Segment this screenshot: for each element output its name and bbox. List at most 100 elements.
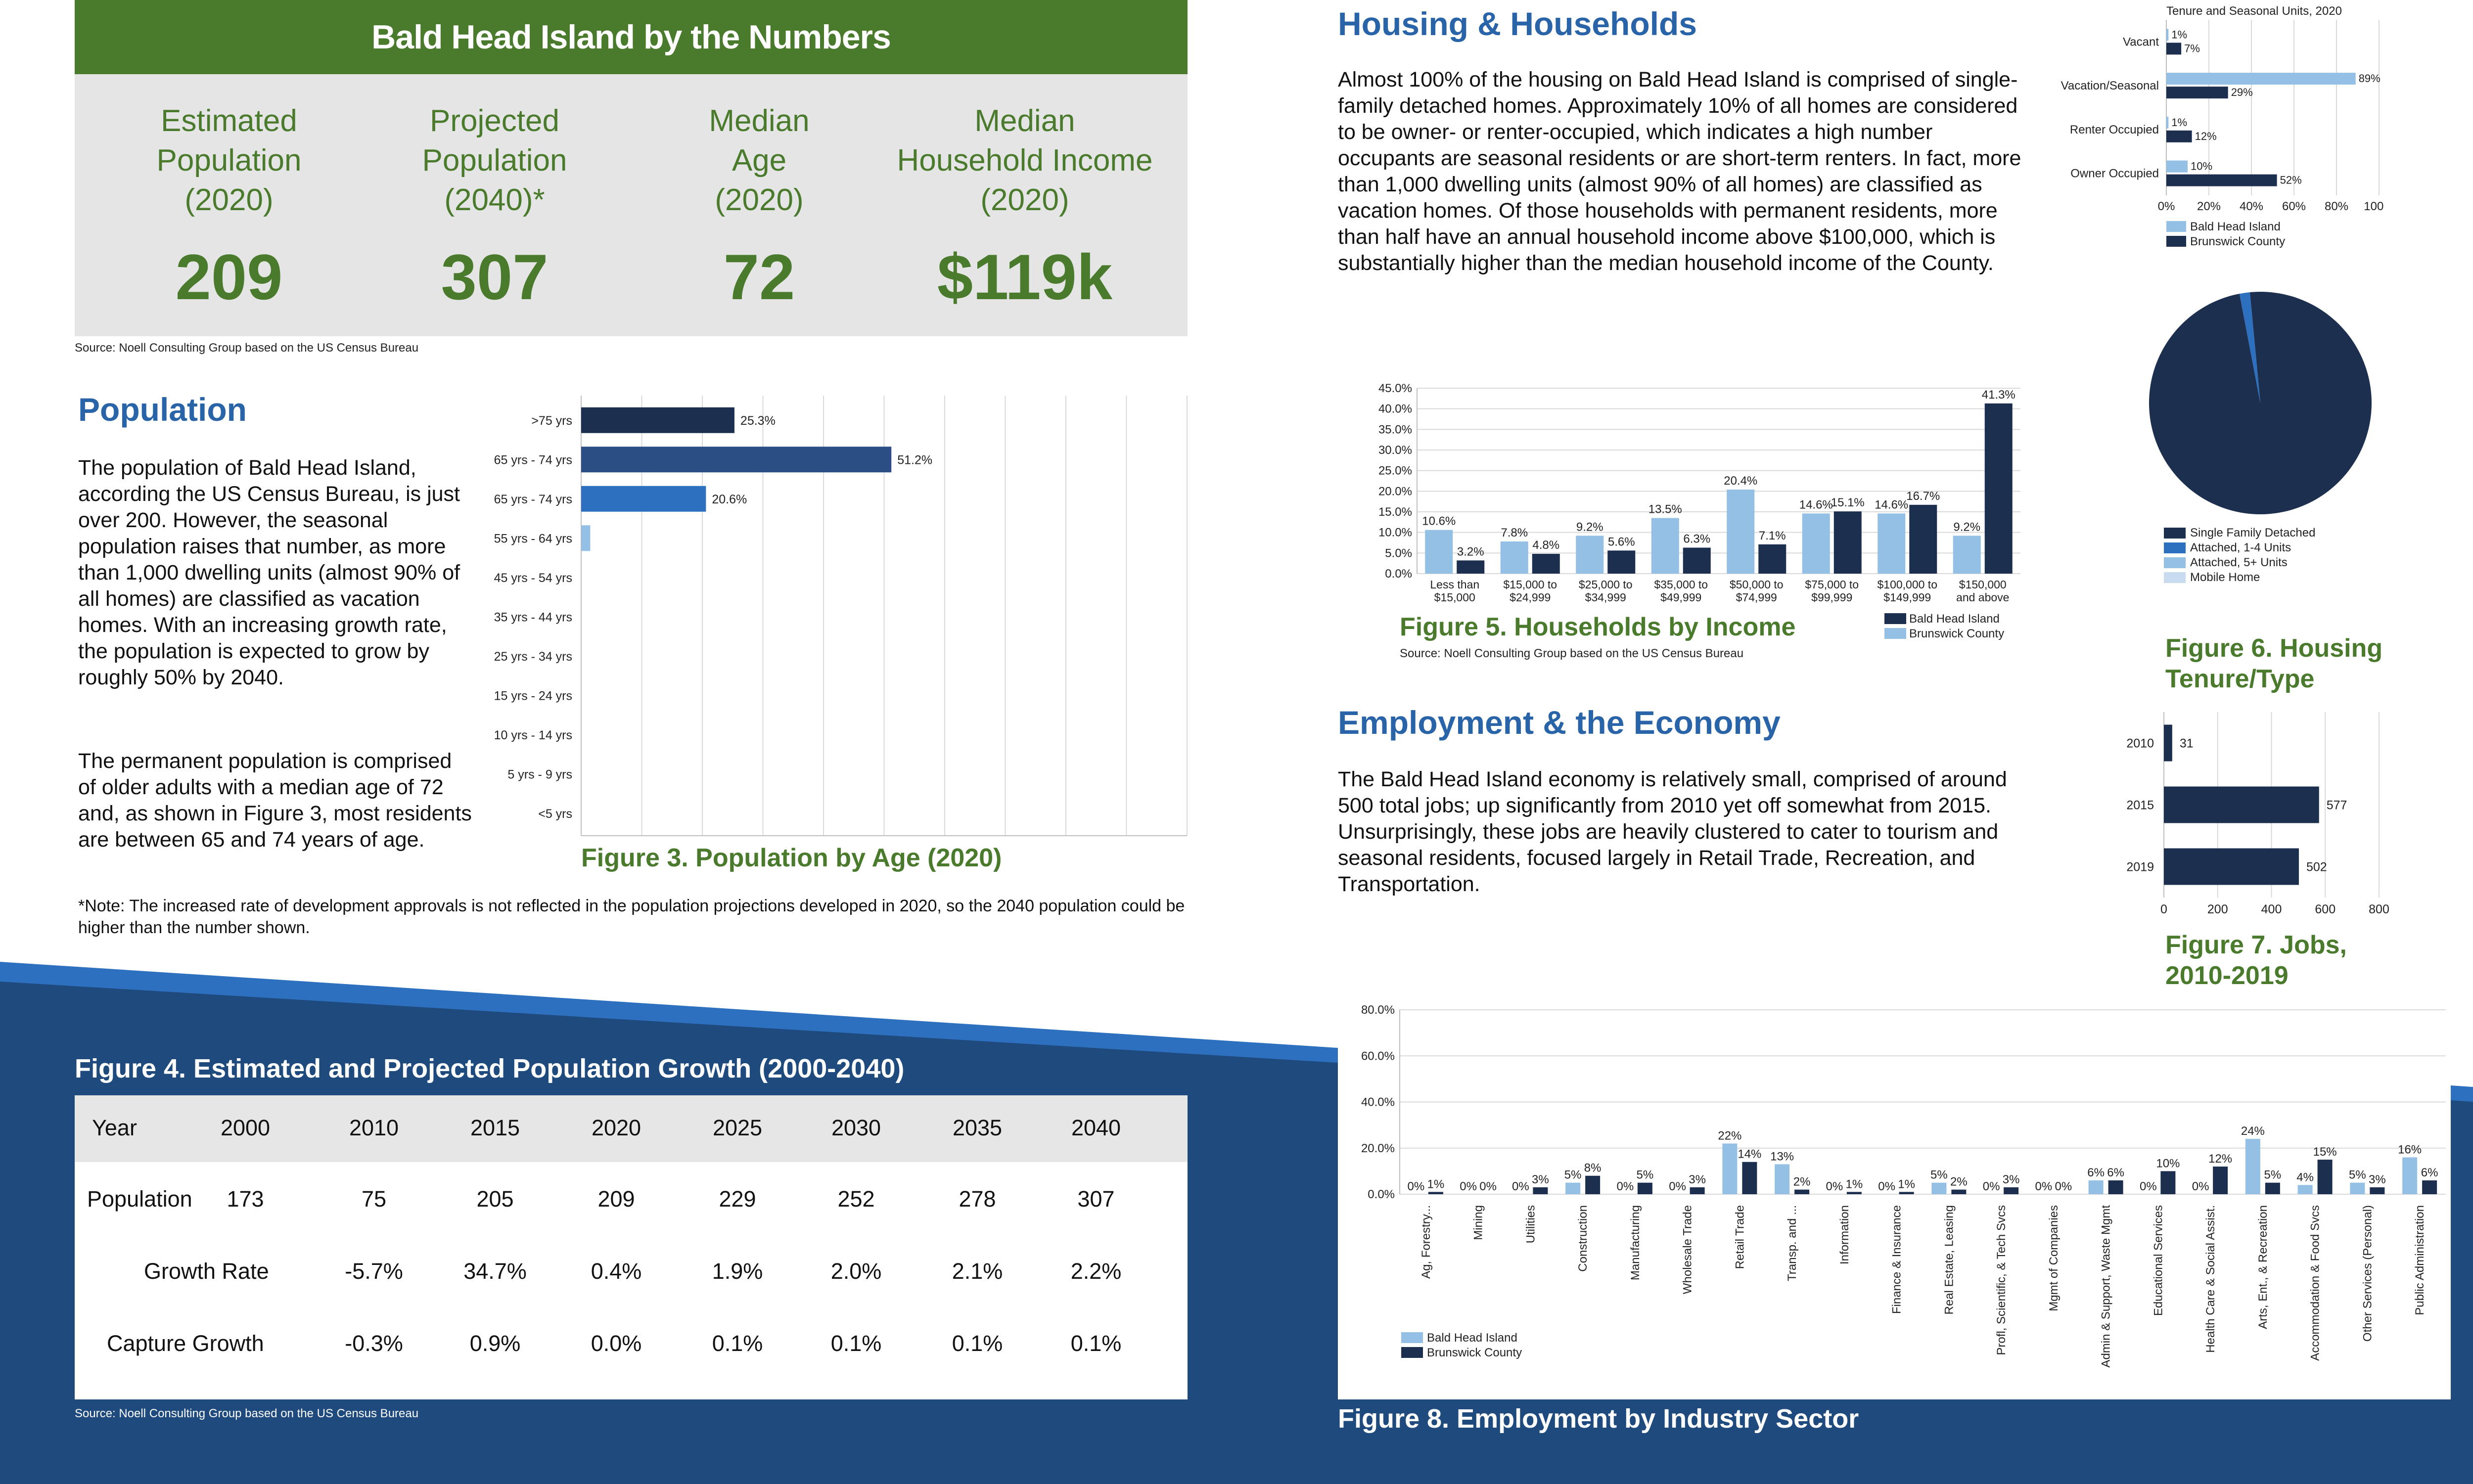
bar xyxy=(1683,547,1711,574)
bar xyxy=(1500,541,1528,574)
bar xyxy=(1878,513,1906,574)
legend-label: Brunswick County xyxy=(1909,627,2004,640)
data-label: 1% xyxy=(1846,1177,1863,1191)
data-label: 4.8% xyxy=(1532,539,1559,552)
legend-swatch xyxy=(1401,1332,1423,1343)
table-header-cell: 2035 xyxy=(952,1115,1003,1140)
category-label: $15,000 xyxy=(1434,591,1475,604)
category-label: Arts, Ent., & Recreation xyxy=(2256,1205,2270,1329)
kpi-projected-population: Projected Population (2040)* xyxy=(361,101,628,220)
fig7-chart: 0 200 400 600 800 2010 31 2015 577 2019 502 xyxy=(2087,707,2404,927)
bar xyxy=(1722,1143,1738,1194)
header-title: Bald Head Island by the Numbers xyxy=(371,18,891,56)
category-label: Real Estate, Leasing xyxy=(1942,1205,1956,1314)
bar xyxy=(2422,1180,2437,1194)
bar xyxy=(2166,130,2192,142)
table-header-cell: 2000 xyxy=(220,1115,271,1140)
bar xyxy=(2370,1187,2385,1194)
kpi-estimated-population: Estimated Population (2020) xyxy=(95,101,363,220)
data-label: 0% xyxy=(1408,1180,1425,1193)
data-label: 2% xyxy=(1793,1175,1811,1189)
data-label: 0% xyxy=(1460,1180,1477,1193)
x-tick-label: 0% xyxy=(2158,200,2175,213)
x-tick-label: 600 xyxy=(2315,902,2336,916)
y-tick-label: 35.0% xyxy=(1378,423,1412,436)
data-label: 22% xyxy=(1718,1129,1741,1142)
bar xyxy=(1909,504,1937,574)
kpi-value: 209 xyxy=(175,241,283,313)
bar xyxy=(2088,1180,2104,1194)
fig3-title: Figure 3. Population by Age (2020) xyxy=(581,844,1002,872)
population-paragraph-1: The population of Bald Head Island, acco… xyxy=(78,456,460,689)
category-label: Vacant xyxy=(2123,35,2159,48)
tenure-title: Tenure and Seasonal Units, 2020 xyxy=(2166,4,2342,18)
population-note: *Note: The increased rate of development… xyxy=(78,897,1185,937)
data-label: 5% xyxy=(1564,1169,1582,1182)
y-tick-label: 60.0% xyxy=(1361,1049,1395,1063)
category-label: $50,000 to xyxy=(1730,578,1784,591)
data-label: 10% xyxy=(2191,160,2212,173)
bar xyxy=(1533,1187,1548,1194)
fig3-chart: >75 yrs 25.3% 65 yrs - 74 yrs 51.2% 65 yrs -… xyxy=(470,391,1192,843)
category-label: $150,000 xyxy=(1959,578,2007,591)
data-label: 13.5% xyxy=(1649,503,1682,516)
category-label: $15,000 to xyxy=(1503,578,1557,591)
bar xyxy=(1585,1175,1601,1194)
bar xyxy=(1651,518,1679,574)
bar xyxy=(1532,554,1560,574)
table-cell: 2.2% xyxy=(1070,1259,1122,1284)
category-label: Mining xyxy=(1472,1205,1485,1240)
table-header-cell: 2040 xyxy=(1071,1115,1121,1140)
data-label: 5% xyxy=(2264,1169,2282,1182)
legend-label: Bald Head Island xyxy=(1909,612,2000,626)
y-tick-label: 40.0% xyxy=(1361,1096,1395,1109)
data-label: 10.6% xyxy=(1422,515,1456,528)
bar xyxy=(2213,1167,2228,1194)
category-label: Less than xyxy=(1430,578,1479,591)
data-label: 6% xyxy=(2421,1166,2438,1179)
category-label: $74,999 xyxy=(1736,591,1777,604)
table-cell: 173 xyxy=(227,1186,264,1212)
category-label: Profl, Scientific, & Tech Svcs xyxy=(1995,1205,2008,1355)
fig5-source: Source: Noell Consulting Group based on … xyxy=(1400,647,1744,660)
legend-label: Mobile Home xyxy=(2190,571,2260,584)
table-cell: 0.1% xyxy=(712,1331,763,1356)
legend-swatch xyxy=(2166,221,2186,232)
data-label: 5% xyxy=(1637,1169,1654,1182)
table-cell: 34.7% xyxy=(463,1259,527,1284)
data-label: 51.2% xyxy=(897,453,932,467)
header-bar xyxy=(75,0,1188,74)
bar xyxy=(1951,1189,1967,1194)
kpi-label: Projected Population (2040)* xyxy=(422,104,567,217)
bar xyxy=(2166,43,2182,55)
category-label: $100,000 to xyxy=(1877,578,1937,591)
table-cell: -0.3% xyxy=(345,1331,403,1356)
fig8-chart: 0.0% 20.0% 40.0% 60.0% 80.0% 0% 1% Ag, Forestry… xyxy=(1338,999,2451,1397)
legend-label: Brunswick County xyxy=(2190,235,2285,248)
kpi-median-income: Median Household Income (2020) xyxy=(891,101,1158,220)
data-label: 14% xyxy=(1738,1148,1761,1161)
growth-table: Year 2000 2010 2015 2020 2025 2030 2035 2040 Popu… xyxy=(75,1095,1188,1399)
data-label: 15.1% xyxy=(1831,496,1865,509)
y-tick-label: 15.0% xyxy=(1378,505,1412,519)
header-source: Source: Noell Consulting Group based on … xyxy=(75,341,419,355)
bar xyxy=(2317,1160,2333,1194)
data-label: 0% xyxy=(1512,1180,1529,1193)
category-label: $24,999 xyxy=(1510,591,1551,604)
table-cell: 2.1% xyxy=(952,1259,1003,1284)
category-label: and above xyxy=(1956,591,2009,604)
category-label: Manufacturing xyxy=(1629,1205,1642,1280)
category-label: 55 yrs - 64 yrs xyxy=(494,532,572,545)
category-label: 2015 xyxy=(2126,799,2154,812)
data-label: 9.2% xyxy=(1953,520,1980,534)
category-label: Construction xyxy=(1576,1205,1590,1272)
fig4-source: Source: Noell Consulting Group based on … xyxy=(75,1407,419,1420)
category-label: Other Services (Personal) xyxy=(2361,1205,2374,1342)
kpi-value: 72 xyxy=(723,241,795,313)
data-label: 12% xyxy=(2195,130,2217,142)
data-label: 6% xyxy=(2087,1166,2105,1179)
data-label: 24% xyxy=(2241,1124,2265,1138)
table-cell: 0.1% xyxy=(952,1331,1003,1356)
x-tick-label: 400 xyxy=(2261,902,2282,916)
data-label: 7.8% xyxy=(1501,526,1528,540)
